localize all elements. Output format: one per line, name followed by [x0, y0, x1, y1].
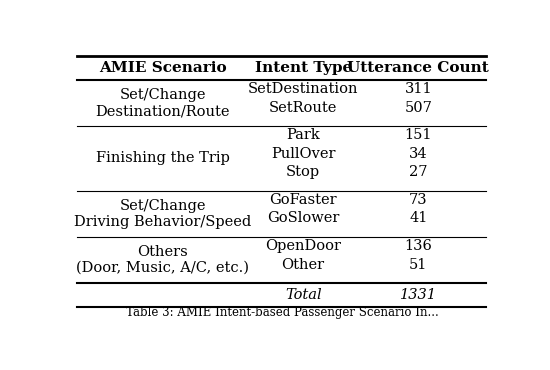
Text: 136: 136: [404, 239, 432, 253]
Text: PullOver: PullOver: [271, 147, 336, 161]
Text: Stop: Stop: [286, 165, 320, 179]
Text: 73: 73: [409, 193, 427, 207]
Text: 151: 151: [404, 128, 432, 142]
Text: 1331: 1331: [400, 288, 437, 302]
Text: GoFaster: GoFaster: [270, 193, 337, 207]
Text: Table 3: AMIE Intent-based Passenger Scenario In...: Table 3: AMIE Intent-based Passenger Sce…: [125, 306, 438, 319]
Text: 41: 41: [409, 211, 427, 225]
Text: SetDestination: SetDestination: [248, 82, 359, 96]
Text: 51: 51: [409, 258, 427, 272]
Text: Park: Park: [287, 128, 320, 142]
Text: 34: 34: [409, 147, 427, 161]
Text: Other: Other: [282, 258, 324, 272]
Text: 507: 507: [404, 101, 432, 115]
Text: 27: 27: [409, 165, 427, 179]
Text: Finishing the Trip: Finishing the Trip: [96, 151, 229, 165]
Text: OpenDoor: OpenDoor: [265, 239, 341, 253]
Text: AMIE Scenario: AMIE Scenario: [98, 61, 227, 75]
Text: SetRoute: SetRoute: [269, 101, 337, 115]
Text: Set/Change
Destination/Route: Set/Change Destination/Route: [95, 88, 230, 118]
Text: Total: Total: [285, 288, 322, 302]
Text: 311: 311: [404, 82, 432, 96]
Text: GoSlower: GoSlower: [267, 211, 339, 225]
Text: Set/Change
Driving Behavior/Speed: Set/Change Driving Behavior/Speed: [74, 199, 251, 229]
Text: Intent Type: Intent Type: [255, 61, 352, 75]
Text: Others
(Door, Music, A/C, etc.): Others (Door, Music, A/C, etc.): [76, 245, 249, 275]
Text: Utterance Count: Utterance Count: [348, 61, 489, 75]
